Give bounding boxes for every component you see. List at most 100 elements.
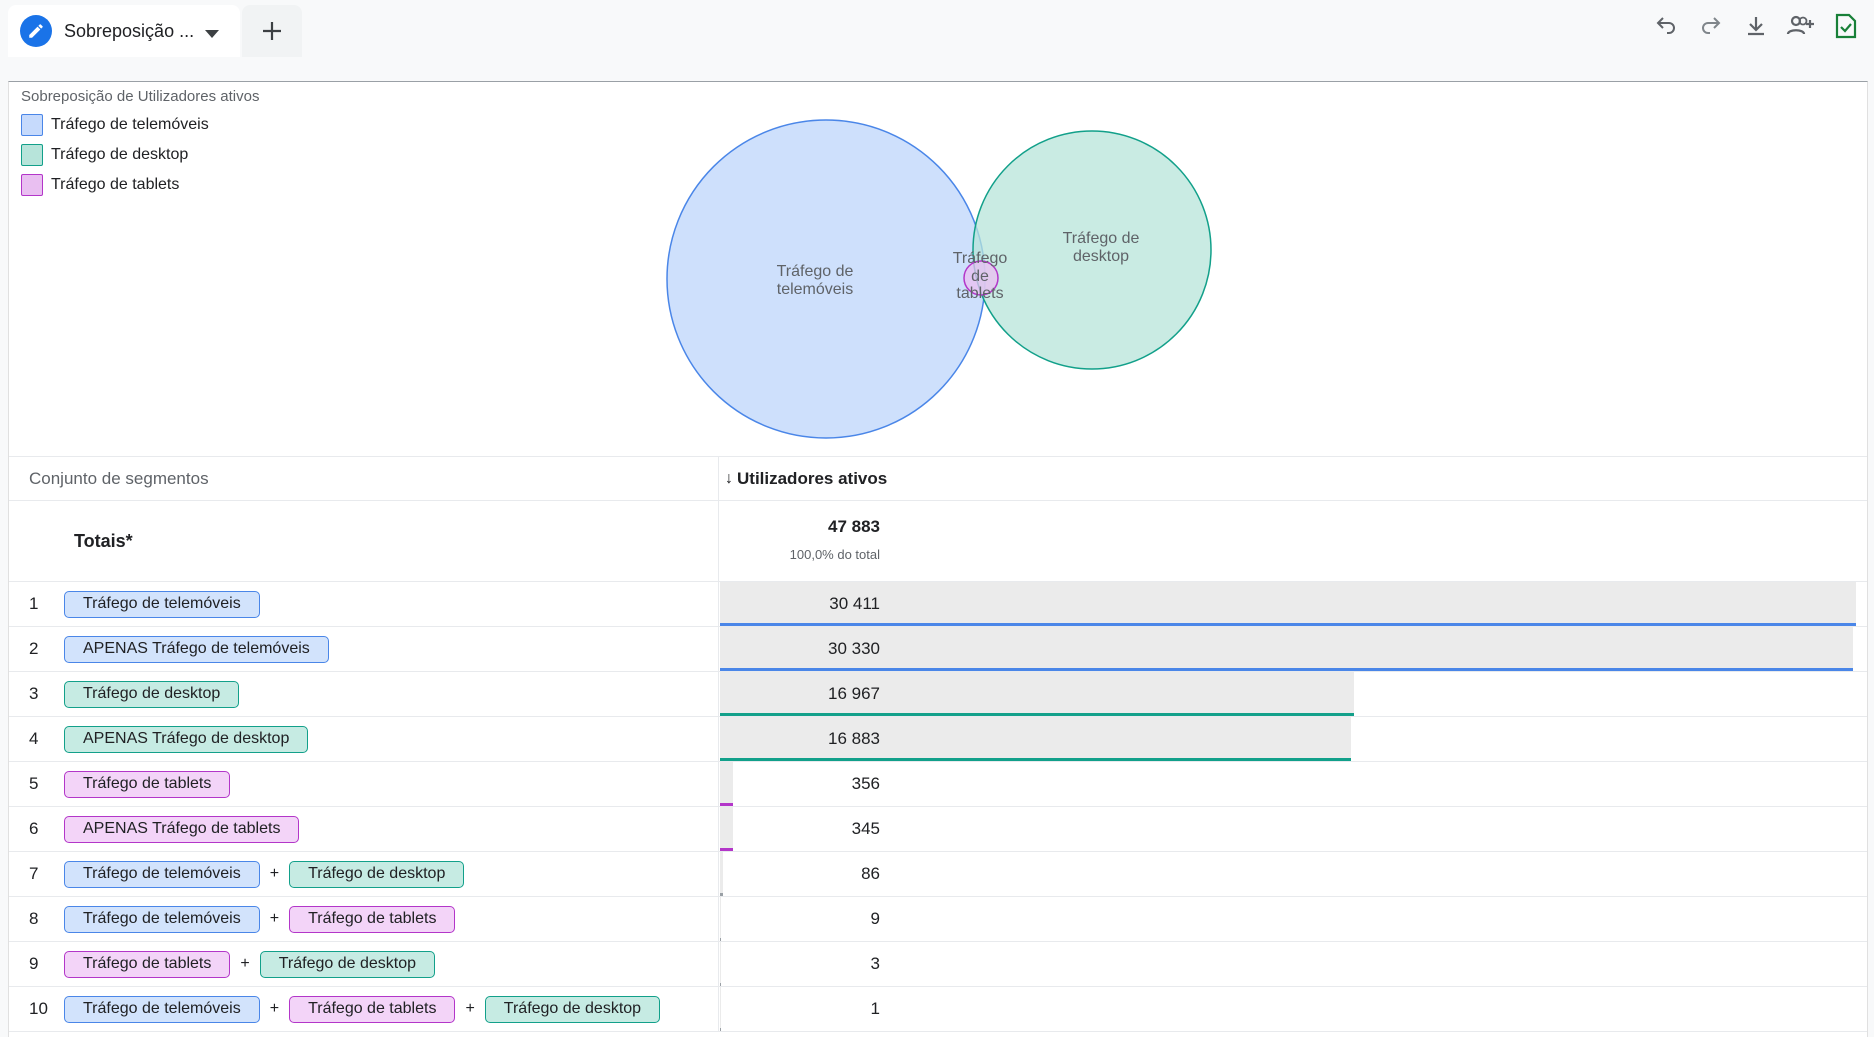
value-bar xyxy=(720,942,721,986)
legend-swatch-tablet xyxy=(21,174,43,196)
value-bar-line xyxy=(720,758,1351,761)
column-header-segments: Conjunto de segmentos xyxy=(9,457,719,500)
table-header: Conjunto de segmentos ↓ Utilizadores ati… xyxy=(9,456,1867,501)
table-row[interactable]: 6 APENAS Tráfego de tablets 345 xyxy=(9,807,1867,852)
segment-chip-desktop[interactable]: Tráfego de desktop xyxy=(259,950,435,978)
value-bar xyxy=(720,627,1853,671)
legend-label: Tráfego de tablets xyxy=(51,176,180,193)
venn-label-mobile-1: Tráfego de xyxy=(777,263,854,280)
segment-cell: 9 Tráfego de tablets + Tráfego de desktop xyxy=(9,942,719,986)
venn-label-tablet-3: tablets xyxy=(956,285,1003,302)
segment-chip-tablet[interactable]: Tráfego de tablets xyxy=(289,905,456,933)
share-user-icon[interactable] xyxy=(1778,10,1823,42)
legend-item-mobile[interactable]: Tráfego de telemóveis xyxy=(21,110,209,140)
segment-cell: 3 Tráfego de desktop xyxy=(9,672,719,716)
table-row[interactable]: 3 Tráfego de desktop 16 967 xyxy=(9,672,1867,717)
table-row[interactable]: 2 APENAS Tráfego de telemóveis 30 330 xyxy=(9,627,1867,672)
value-bar xyxy=(720,762,733,806)
segment-chip-tablet[interactable]: Tráfego de tablets xyxy=(64,770,231,798)
value-bar xyxy=(720,897,721,941)
tab-sobreposicao[interactable]: Sobreposição ... xyxy=(8,5,240,57)
segment-cell: 10 Tráfego de telemóveis + Tráfego de table… xyxy=(9,987,719,1031)
tab-title: Sobreposição ... xyxy=(64,20,195,41)
table-row[interactable]: 4 APENAS Tráfego de desktop 16 883 xyxy=(9,717,1867,762)
metric-value: 1 xyxy=(870,999,880,1018)
segment-chip-mobile[interactable]: Tráfego de telemóveis xyxy=(64,905,260,933)
metric-value: 356 xyxy=(851,774,880,793)
row-number: 3 xyxy=(29,684,39,703)
segment-chip-desktop[interactable]: APENAS Tráfego de desktop xyxy=(64,725,309,753)
segment-chip-mobile[interactable]: Tráfego de telemóveis xyxy=(64,590,260,618)
column-header-label: Utilizadores ativos xyxy=(737,468,888,488)
metric-value: 16 883 xyxy=(828,729,880,748)
row-number: 1 xyxy=(29,594,39,613)
add-tab-button[interactable] xyxy=(242,5,302,57)
segment-chip-tablet[interactable]: Tráfego de tablets xyxy=(64,950,231,978)
download-icon[interactable] xyxy=(1733,10,1778,42)
segment-chip-tablet[interactable]: APENAS Tráfego de tablets xyxy=(64,815,300,843)
plus-icon: + xyxy=(465,1000,475,1017)
legend-swatch-desktop xyxy=(21,144,43,166)
metric-cell: 356 xyxy=(719,762,1867,806)
metric-value: 3 xyxy=(870,954,880,973)
value-bar-line xyxy=(720,668,1853,671)
overlap-report-card: Sobreposição de Utilizadores ativos Tráf… xyxy=(8,81,1868,1037)
metric-value: 345 xyxy=(851,819,880,838)
legend-label: Tráfego de desktop xyxy=(51,146,189,163)
legend-item-tablet[interactable]: Tráfego de tablets xyxy=(21,170,209,200)
redo-icon[interactable] xyxy=(1688,10,1733,42)
venn-circle-desktop[interactable] xyxy=(972,130,1212,370)
value-bar xyxy=(720,852,723,896)
segment-cell: 8 Tráfego de telemóveis + Tráfego de tablet… xyxy=(9,897,719,941)
segment-chip-mobile[interactable]: APENAS Tráfego de telemóveis xyxy=(64,635,329,663)
save-check-icon[interactable] xyxy=(1823,10,1868,42)
row-number: 8 xyxy=(29,909,39,928)
segment-cell: 2 APENAS Tráfego de telemóveis xyxy=(9,627,719,671)
row-number: 7 xyxy=(29,864,39,883)
value-bar-line xyxy=(720,623,1856,626)
value-bar xyxy=(720,582,1856,626)
legend-item-desktop[interactable]: Tráfego de desktop xyxy=(21,140,209,170)
table-row[interactable]: 9 Tráfego de tablets + Tráfego de desktop 3 xyxy=(9,942,1867,987)
metric-cell: 30 411 xyxy=(719,582,1867,626)
row-number: 6 xyxy=(29,819,39,838)
legend-swatch-mobile xyxy=(21,114,43,136)
table-row[interactable]: 1 Tráfego de telemóveis 30 411 xyxy=(9,582,1867,627)
segment-chip-desktop[interactable]: Tráfego de desktop xyxy=(289,860,465,888)
metric-cell: 16 883 xyxy=(719,717,1867,761)
row-number: 5 xyxy=(29,774,39,793)
plus-icon: + xyxy=(240,955,250,972)
table-row[interactable]: 7 Tráfego de telemóveis + Tráfego de deskto… xyxy=(9,852,1867,897)
column-header-active-users[interactable]: ↓ Utilizadores ativos xyxy=(719,457,1867,500)
table-row[interactable]: 5 Tráfego de tablets 356 xyxy=(9,762,1867,807)
pencil-icon[interactable] xyxy=(20,15,52,47)
value-bar-line xyxy=(720,848,733,851)
chart-title: Sobreposição de Utilizadores ativos xyxy=(21,88,260,105)
plus-icon: + xyxy=(269,910,280,927)
segment-cell: 6 APENAS Tráfego de tablets xyxy=(9,807,719,851)
table-body: 1 Tráfego de telemóveis 30 411 2 APENAS Tráf… xyxy=(9,582,1867,1032)
plus-icon xyxy=(263,22,281,40)
segment-chip-mobile[interactable]: Tráfego de telemóveis xyxy=(64,860,260,888)
venn-label-tablet-1: Tráfego xyxy=(953,250,1008,267)
metric-value: 30 411 xyxy=(829,594,880,613)
sort-arrow-icon: ↓ xyxy=(725,469,733,487)
segment-cell: 1 Tráfego de telemóveis xyxy=(9,582,719,626)
totals-value: 47 883 xyxy=(828,517,880,536)
table-row[interactable]: 10 Tráfego de telemóveis + Tráfego de table… xyxy=(9,987,1867,1032)
undo-icon[interactable] xyxy=(1643,10,1688,42)
value-bar-line xyxy=(720,1028,721,1031)
table-row[interactable]: 8 Tráfego de telemóveis + Tráfego de tablet… xyxy=(9,897,1867,942)
segment-chip-mobile[interactable]: Tráfego de telemóveis xyxy=(64,995,260,1023)
venn-diagram: Tráfego de telemóveis Tráfego de desktop… xyxy=(666,119,1212,439)
metric-cell: 30 330 xyxy=(719,627,1867,671)
value-bar-line xyxy=(720,713,1354,716)
metric-cell: 1 xyxy=(719,987,1867,1031)
exploration-tabs-bar: Sobreposição ... xyxy=(0,0,1874,57)
venn-circle-tablet[interactable] xyxy=(963,260,999,296)
segment-chip-desktop[interactable]: Tráfego de desktop xyxy=(484,995,661,1023)
segment-chip-desktop[interactable]: Tráfego de desktop xyxy=(64,680,240,708)
segment-chip-tablet[interactable]: Tráfego de tablets xyxy=(289,995,456,1023)
chevron-down-icon[interactable] xyxy=(200,22,224,46)
row-number: 9 xyxy=(29,954,39,973)
